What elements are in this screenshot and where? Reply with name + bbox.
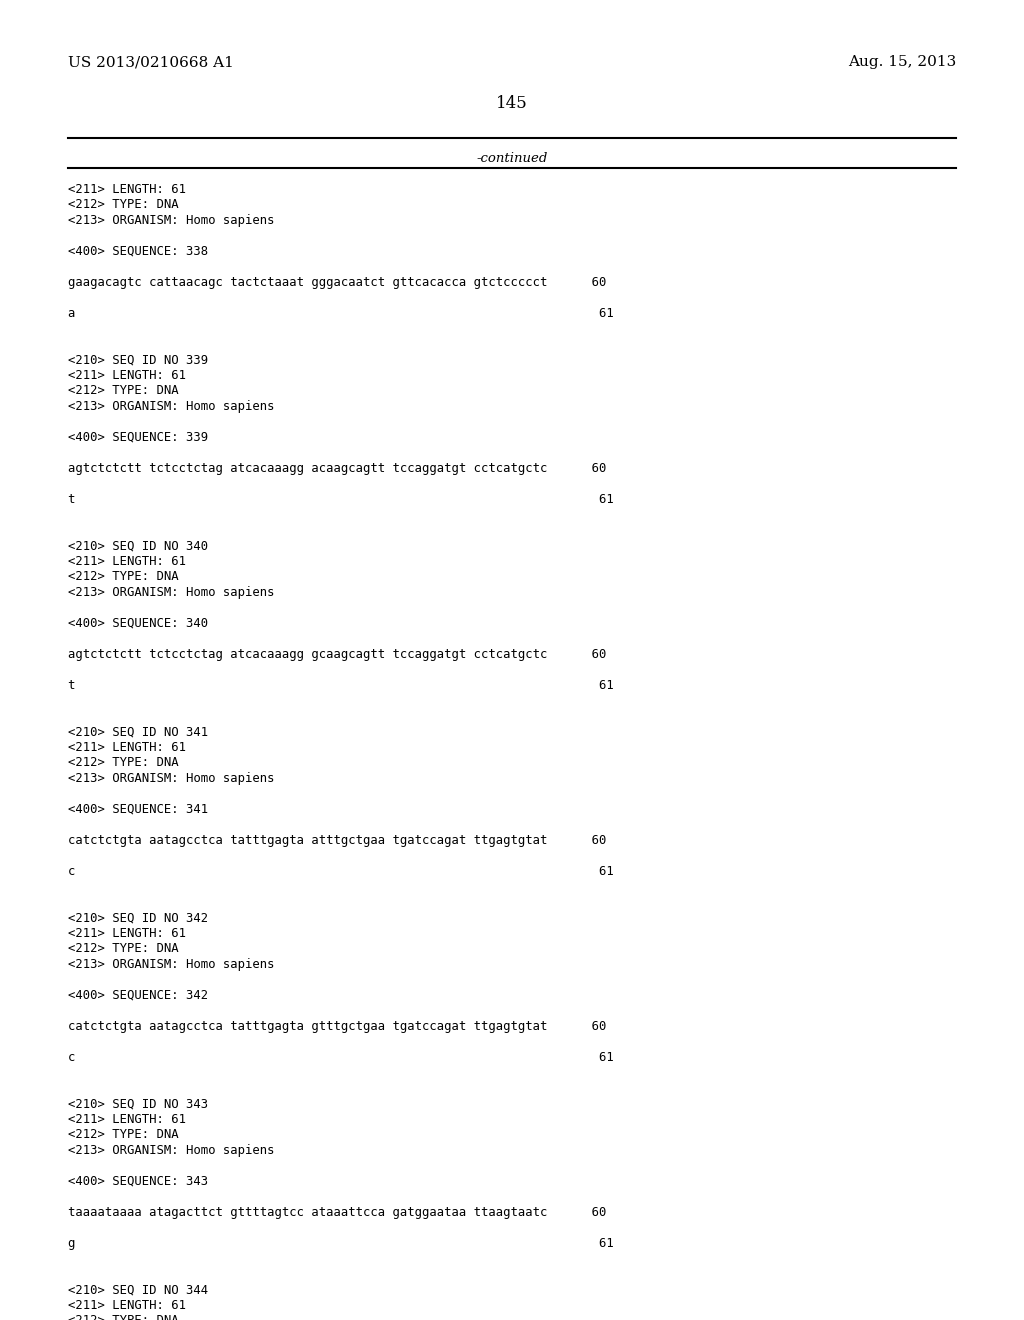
Text: <213> ORGANISM: Homo sapiens: <213> ORGANISM: Homo sapiens (68, 958, 274, 972)
Text: <213> ORGANISM: Homo sapiens: <213> ORGANISM: Homo sapiens (68, 1144, 274, 1158)
Text: -continued: -continued (476, 152, 548, 165)
Text: <211> LENGTH: 61: <211> LENGTH: 61 (68, 183, 186, 195)
Text: 145: 145 (496, 95, 528, 112)
Text: <400> SEQUENCE: 342: <400> SEQUENCE: 342 (68, 989, 208, 1002)
Text: <210> SEQ ID NO 342: <210> SEQ ID NO 342 (68, 912, 208, 924)
Text: <400> SEQUENCE: 339: <400> SEQUENCE: 339 (68, 432, 208, 444)
Text: t                                                                       61: t 61 (68, 678, 613, 692)
Text: <400> SEQUENCE: 340: <400> SEQUENCE: 340 (68, 616, 208, 630)
Text: <400> SEQUENCE: 338: <400> SEQUENCE: 338 (68, 246, 208, 257)
Text: <211> LENGTH: 61: <211> LENGTH: 61 (68, 554, 186, 568)
Text: <212> TYPE: DNA: <212> TYPE: DNA (68, 756, 178, 770)
Text: <211> LENGTH: 61: <211> LENGTH: 61 (68, 741, 186, 754)
Text: <213> ORGANISM: Homo sapiens: <213> ORGANISM: Homo sapiens (68, 214, 274, 227)
Text: Aug. 15, 2013: Aug. 15, 2013 (848, 55, 956, 69)
Text: <212> TYPE: DNA: <212> TYPE: DNA (68, 942, 178, 956)
Text: catctctgta aatagcctca tatttgagta gtttgctgaa tgatccagat ttgagtgtat      60: catctctgta aatagcctca tatttgagta gtttgct… (68, 1020, 606, 1034)
Text: US 2013/0210668 A1: US 2013/0210668 A1 (68, 55, 233, 69)
Text: <212> TYPE: DNA: <212> TYPE: DNA (68, 570, 178, 583)
Text: c                                                                       61: c 61 (68, 1051, 613, 1064)
Text: <210> SEQ ID NO 341: <210> SEQ ID NO 341 (68, 726, 208, 738)
Text: <212> TYPE: DNA: <212> TYPE: DNA (68, 1315, 178, 1320)
Text: agtctctctt tctcctctag atcacaaagg gcaagcagtt tccaggatgt cctcatgctc      60: agtctctctt tctcctctag atcacaaagg gcaagca… (68, 648, 606, 661)
Text: <210> SEQ ID NO 340: <210> SEQ ID NO 340 (68, 540, 208, 553)
Text: c                                                                       61: c 61 (68, 865, 613, 878)
Text: <211> LENGTH: 61: <211> LENGTH: 61 (68, 1299, 186, 1312)
Text: a                                                                       61: a 61 (68, 308, 613, 319)
Text: catctctgta aatagcctca tatttgagta atttgctgaa tgatccagat ttgagtgtat      60: catctctgta aatagcctca tatttgagta atttgct… (68, 834, 606, 847)
Text: taaaataaaa atagacttct gttttagtcc ataaattcca gatggaataa ttaagtaatc      60: taaaataaaa atagacttct gttttagtcc ataaatt… (68, 1206, 606, 1218)
Text: <213> ORGANISM: Homo sapiens: <213> ORGANISM: Homo sapiens (68, 772, 274, 785)
Text: agtctctctt tctcctctag atcacaaagg acaagcagtt tccaggatgt cctcatgctc      60: agtctctctt tctcctctag atcacaaagg acaagca… (68, 462, 606, 475)
Text: <210> SEQ ID NO 339: <210> SEQ ID NO 339 (68, 354, 208, 367)
Text: t                                                                       61: t 61 (68, 492, 613, 506)
Text: <211> LENGTH: 61: <211> LENGTH: 61 (68, 1113, 186, 1126)
Text: <400> SEQUENCE: 341: <400> SEQUENCE: 341 (68, 803, 208, 816)
Text: g                                                                       61: g 61 (68, 1237, 613, 1250)
Text: <213> ORGANISM: Homo sapiens: <213> ORGANISM: Homo sapiens (68, 400, 274, 413)
Text: <212> TYPE: DNA: <212> TYPE: DNA (68, 384, 178, 397)
Text: <210> SEQ ID NO 343: <210> SEQ ID NO 343 (68, 1097, 208, 1110)
Text: <213> ORGANISM: Homo sapiens: <213> ORGANISM: Homo sapiens (68, 586, 274, 599)
Text: <400> SEQUENCE: 343: <400> SEQUENCE: 343 (68, 1175, 208, 1188)
Text: gaagacagtc cattaacagc tactctaaat gggacaatct gttcacacca gtctccccct      60: gaagacagtc cattaacagc tactctaaat gggacaa… (68, 276, 606, 289)
Text: <212> TYPE: DNA: <212> TYPE: DNA (68, 1129, 178, 1142)
Text: <211> LENGTH: 61: <211> LENGTH: 61 (68, 927, 186, 940)
Text: <211> LENGTH: 61: <211> LENGTH: 61 (68, 370, 186, 381)
Text: <210> SEQ ID NO 344: <210> SEQ ID NO 344 (68, 1283, 208, 1296)
Text: <212> TYPE: DNA: <212> TYPE: DNA (68, 198, 178, 211)
